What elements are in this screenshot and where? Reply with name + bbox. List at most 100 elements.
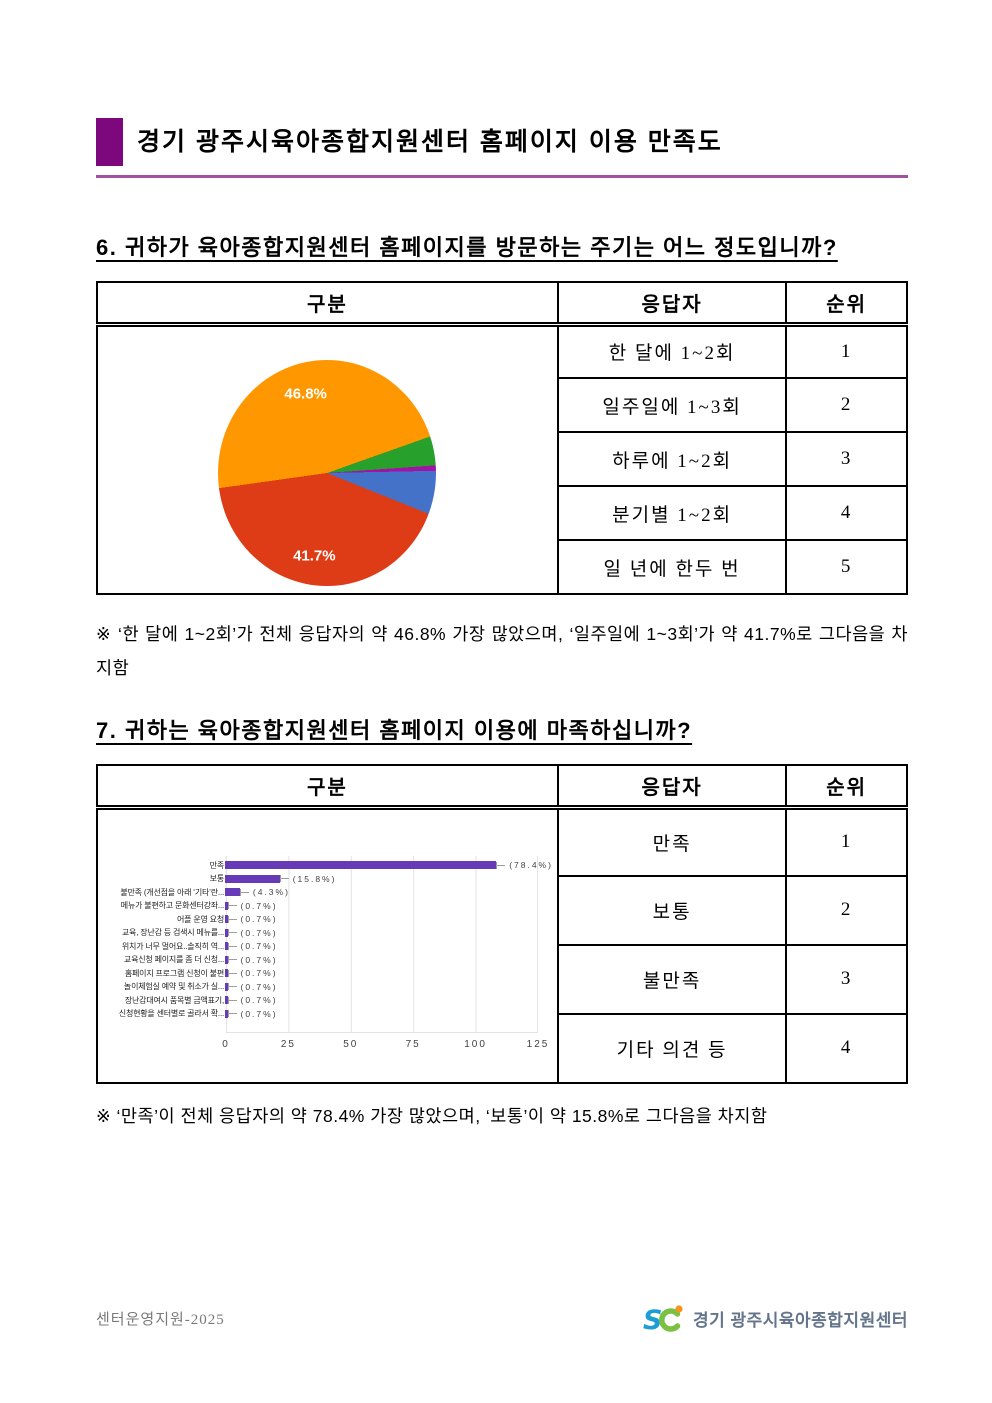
question-6-heading: 6. 귀하가 육아종합지원센터 홈페이지를 방문하는 주기는 어느 정도입니까?	[96, 235, 838, 260]
row-label: 기타 의견 등	[556, 1012, 788, 1084]
bar-category-label: 위치가 너무 멀어요..솔직히 역...	[121, 941, 224, 951]
bar-row: 교육신청 페이지를 좀 더 신청... (0.7%)	[104, 953, 553, 967]
row-label: 만족	[556, 806, 788, 877]
org-logo-icon: S	[643, 1305, 683, 1335]
q7-note: ※ ‘만족’이 전체 응답자의 약 78.4% 가장 많았으며, ‘보통’이 약…	[96, 1105, 768, 1126]
col-header-category: 구분	[96, 281, 559, 327]
q6-table: 구분 응답자 순위 46.8% 41.7% 한 달에 1~2회 1	[96, 281, 908, 595]
question-7-heading: 7. 귀하는 육아종합지원센터 홈페이지 이용에 마족하십니까?	[96, 718, 693, 743]
bar-rows: 만족 (78.4%) 보통 (15.8%) 불만족 (개선점을 아래 ‘기타’란... (…	[104, 859, 553, 1021]
bar-value-label: (0.7%)	[240, 981, 278, 992]
row-rank: 3	[785, 943, 908, 1015]
row-label: 하루에 1~2회	[556, 431, 788, 487]
bar-category-label: 불만족 (개선점을 아래 ‘기타’란...	[120, 887, 224, 897]
bar	[225, 969, 228, 978]
table-row: 46.8% 41.7% 한 달에 1~2회 1	[96, 323, 908, 595]
x-axis-tick-label: 0	[222, 1038, 230, 1050]
bar-value-label: (0.7%)	[240, 954, 278, 965]
bar	[225, 1009, 228, 1018]
bar-row: 만족 (78.4%)	[104, 859, 553, 873]
pie-slice-label: 41.7%	[293, 547, 336, 565]
whisker-icon	[227, 915, 237, 924]
bar	[225, 901, 228, 910]
satisfaction-bar-chart: 만족 (78.4%) 보통 (15.8%) 불만족 (개선점을 아래 ‘기타’란... (…	[98, 810, 557, 1082]
bar-category-label: 교육신청 페이지를 좀 더 신청...	[123, 955, 224, 965]
bar-category-label: 메뉴가 불편하고 문화센터강좌...	[120, 901, 224, 911]
row-label: 분기별 1~2회	[556, 485, 788, 541]
row-rank: 3	[785, 431, 908, 487]
bar-row: 보통 (15.8%)	[104, 872, 553, 886]
row-label: 불만족	[556, 943, 788, 1015]
bar-value-label: (0.7%)	[240, 900, 278, 911]
x-axis-tick-label: 75	[405, 1038, 421, 1050]
bar-category-label: 보통	[209, 874, 225, 884]
table-row: 일주일에 1~3회 2	[97, 377, 908, 433]
visit-frequency-pie	[218, 359, 437, 586]
bar-x-axis: 0 25 50 75 100 125	[222, 1038, 547, 1053]
row-label: 한 달에 1~2회	[556, 323, 788, 379]
pie-chart-cell: 46.8% 41.7%	[96, 323, 559, 595]
row-rank: 1	[785, 806, 908, 877]
table-row: 보통 2	[97, 874, 908, 946]
row-label: 일 년에 한두 번	[556, 539, 788, 595]
q7-header-row: 구분 응답자 순위	[96, 764, 908, 810]
col-header-rank: 순위	[785, 281, 908, 327]
row-rank: 2	[785, 377, 908, 433]
table-row: 불만족 3	[97, 943, 908, 1015]
bar-row: 장난감대여시 품목별 금액표기, (0.7%)	[104, 994, 553, 1008]
bar-category-label: 만족	[209, 860, 225, 870]
q6-note: ※ ‘한 달에 1~2회’가 전체 응답자의 약 46.8% 가장 많았으며, …	[96, 624, 908, 678]
bar-row: 교육, 장난감 등 검색시 메뉴를... (0.7%)	[104, 926, 553, 940]
pie-chart: 46.8% 41.7%	[218, 359, 437, 586]
bar-value-label: (0.7%)	[240, 995, 278, 1006]
q7-table: 구분 응답자 순위 만족 (78.4%) 보통 (15.8%) 불만족 (개선점을 아래…	[96, 764, 908, 1084]
whisker-icon	[227, 969, 237, 978]
x-axis-tick-label: 125	[526, 1038, 550, 1050]
table-row: 분기별 1~2회 4	[97, 485, 908, 541]
whisker-icon	[227, 928, 237, 937]
table-row: 기타 의견 등 4	[97, 1012, 908, 1084]
whisker-icon	[227, 942, 237, 951]
bar-row: 불만족 (개선점을 아래 ‘기타’란... (4.3%)	[104, 886, 553, 900]
svg-text:S: S	[643, 1305, 662, 1335]
bar-row: 신청현황을 센터별로 골라서 확... (0.7%)	[104, 1007, 553, 1021]
bar-row: 어플 운영 요청 (0.7%)	[104, 913, 553, 927]
bar-value-label: (15.8%)	[292, 873, 337, 884]
row-rank: 4	[785, 1012, 908, 1084]
org-name: 경기 광주시육아종합지원센터	[692, 1310, 908, 1330]
footer-org: S 경기 광주시육아종합지원센터	[643, 1301, 908, 1335]
row-rank: 5	[785, 539, 908, 595]
whisker-icon	[496, 861, 506, 870]
bar-row: 놀이체험실 예약 및 취소가 실... (0.7%)	[104, 980, 553, 994]
whisker-icon	[227, 955, 237, 964]
bar-value-label: (0.7%)	[240, 968, 278, 979]
bar-row: 홈페이지 프로그램 신청이 불편 (0.7%)	[104, 967, 553, 981]
bar	[225, 928, 228, 937]
row-label: 일주일에 1~3회	[556, 377, 788, 433]
bar-value-label: (4.3%)	[252, 887, 290, 898]
bar	[225, 942, 228, 951]
bar-value-label: (0.7%)	[240, 914, 278, 925]
col-header-respondent: 응답자	[556, 764, 788, 810]
bar-value-label: (78.4%)	[509, 860, 553, 871]
bar-category-label: 교육, 장난감 등 검색시 메뉴를...	[121, 928, 224, 938]
whisker-icon	[279, 874, 289, 883]
bar	[225, 996, 228, 1005]
whisker-icon	[227, 1009, 237, 1018]
pie-slice-label: 46.8%	[284, 385, 327, 403]
whisker-icon	[227, 982, 237, 991]
x-axis-tick-label: 100	[464, 1038, 487, 1050]
bar-chart-cell: 만족 (78.4%) 보통 (15.8%) 불만족 (개선점을 아래 ‘기타’란... (…	[96, 806, 559, 1084]
bar	[225, 955, 228, 964]
bar	[225, 915, 228, 924]
bar	[225, 861, 497, 870]
x-axis-tick-label: 50	[343, 1038, 359, 1050]
row-rank: 2	[785, 874, 908, 946]
col-header-rank: 순위	[785, 764, 908, 810]
page-footer: 센터운영지원-2025 S 경기 광주시육아종합지원센터	[96, 1301, 908, 1335]
bar-category-label: 놀이체험실 예약 및 취소가 실...	[123, 982, 224, 992]
page-title: 경기 광주시육아종합지원센터 홈페이지 이용 만족도	[137, 128, 723, 156]
bar-category-label: 홈페이지 프로그램 신청이 불편	[124, 968, 224, 978]
table-row: 만족 (78.4%) 보통 (15.8%) 불만족 (개선점을 아래 ‘기타’란...(…	[96, 806, 908, 1084]
bar-value-label: (0.7%)	[240, 927, 278, 938]
